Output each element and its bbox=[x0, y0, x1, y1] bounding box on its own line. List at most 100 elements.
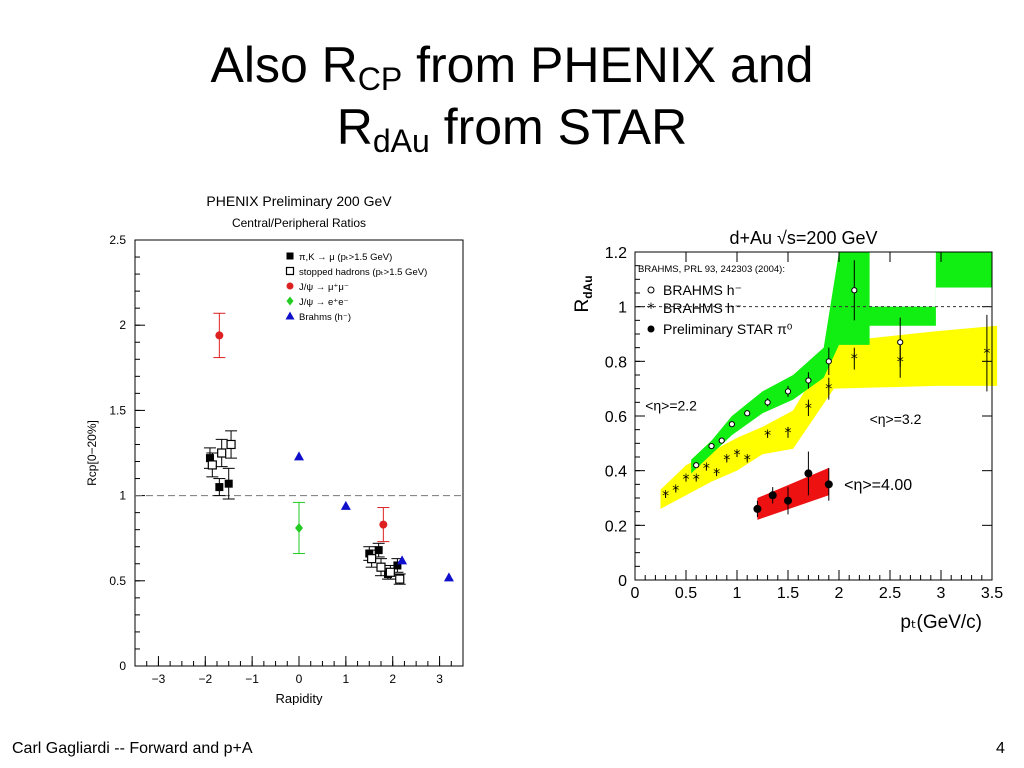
data-point bbox=[207, 460, 217, 470]
x-tick-label: 0 bbox=[631, 585, 640, 602]
data-point bbox=[805, 377, 812, 384]
y-tick-label: 0.4 bbox=[605, 464, 627, 481]
data-point: * bbox=[744, 453, 751, 469]
x-tick-label: 1.5 bbox=[777, 585, 799, 602]
data-point: * bbox=[703, 461, 710, 477]
data-point bbox=[443, 572, 454, 582]
data-point: * bbox=[825, 382, 832, 398]
systematic-band-eta4.00 bbox=[757, 467, 829, 520]
legend-marker bbox=[647, 325, 655, 333]
data-point bbox=[365, 549, 374, 558]
legend-header: BRAHMS, PRL 93, 242303 (2004): bbox=[638, 264, 785, 275]
y-tick-label: 2 bbox=[119, 318, 126, 332]
series-2 bbox=[213, 312, 390, 543]
systematic-band-eta2.2 bbox=[691, 252, 936, 474]
legend-label: J/ψ → e⁺e⁻ bbox=[299, 297, 349, 308]
data-point bbox=[385, 567, 395, 577]
y-axis-label-sub: dAu bbox=[581, 275, 595, 298]
data-point bbox=[217, 448, 227, 458]
x-axis-label: Rapidity bbox=[276, 691, 323, 705]
legend-marker bbox=[286, 282, 294, 290]
data-point bbox=[395, 574, 405, 584]
x-tick-label: 1 bbox=[733, 585, 742, 602]
chart-subtitle: Central/Peripheral Ratios bbox=[232, 216, 366, 230]
y-axis-label: RdAu bbox=[572, 275, 595, 312]
systematic-band-eta3.2 bbox=[660, 325, 998, 509]
data-point bbox=[851, 287, 858, 294]
data-point bbox=[784, 388, 792, 395]
data-point bbox=[764, 399, 771, 406]
y-tick-label: 1 bbox=[119, 489, 126, 503]
x-tick-label: 3.5 bbox=[981, 585, 1003, 602]
data-point bbox=[784, 496, 792, 505]
data-point bbox=[367, 554, 377, 564]
series-1 bbox=[206, 430, 406, 585]
annotation: <η>=2.2 bbox=[645, 398, 697, 414]
legend-marker bbox=[286, 252, 294, 260]
data-point bbox=[205, 454, 214, 463]
band-gap bbox=[869, 252, 936, 307]
data-point bbox=[804, 469, 813, 478]
legend-label: π,K → μ (pₜ>1.5 GeV) bbox=[299, 252, 392, 263]
series-4 bbox=[294, 451, 454, 582]
legend-label: stopped hadrons (pₜ>1.5 GeV) bbox=[299, 267, 427, 278]
title-sub: CP bbox=[357, 61, 403, 97]
x-tick-label: 2 bbox=[389, 672, 396, 686]
data-point bbox=[768, 491, 777, 500]
series-0 bbox=[693, 260, 904, 469]
data-point bbox=[295, 522, 303, 533]
data-point bbox=[728, 421, 735, 428]
page-number: 4 bbox=[996, 740, 1005, 757]
slide-title-line2: RdAu from STAR bbox=[0, 99, 1024, 157]
data-point: * bbox=[672, 483, 679, 499]
legend-label: BRAHMS h⁻ bbox=[663, 282, 742, 298]
data-point bbox=[374, 546, 383, 555]
x-tick-label: 0.5 bbox=[675, 585, 697, 602]
y-tick-label: 0.6 bbox=[605, 409, 627, 426]
data-point bbox=[226, 439, 236, 450]
data-point bbox=[693, 462, 700, 469]
data-point bbox=[340, 500, 351, 510]
data-point: * bbox=[764, 428, 771, 444]
phenix-rcp-chart: PHENIX Preliminary 200 GeV Central/Periph… bbox=[85, 193, 464, 705]
y-tick-label: 2.5 bbox=[109, 233, 126, 247]
x-tick-label: −1 bbox=[245, 672, 259, 686]
x-tick-label: −3 bbox=[152, 672, 166, 686]
systematic-band-eta2.2-top bbox=[935, 252, 992, 288]
y-tick-label: 1.5 bbox=[109, 403, 126, 417]
data-point bbox=[393, 561, 402, 570]
data-point bbox=[824, 480, 833, 489]
series-2 bbox=[753, 451, 833, 518]
data-point bbox=[376, 562, 386, 572]
y-tick-label: 0.2 bbox=[605, 518, 627, 535]
y-tick-label: 0.5 bbox=[109, 574, 126, 588]
chart-title: d+Au √s=200 GeV bbox=[730, 228, 878, 248]
legend-marker bbox=[286, 296, 294, 306]
data-point bbox=[397, 555, 408, 565]
annotation: <η>=4.00 bbox=[844, 477, 912, 494]
data-point bbox=[379, 520, 388, 529]
legend-label: Brahms (h⁻) bbox=[299, 312, 351, 323]
title-post: from STAR bbox=[429, 99, 688, 155]
title-pre: Also R bbox=[210, 37, 358, 93]
chart-title: PHENIX Preliminary 200 GeV bbox=[206, 193, 392, 209]
x-tick-label: −2 bbox=[198, 672, 212, 686]
title-sub: dAu bbox=[372, 123, 430, 159]
legend-label: Preliminary STAR π⁰ bbox=[663, 321, 793, 337]
x-tick-label: 0 bbox=[296, 672, 303, 686]
data-point bbox=[753, 504, 762, 513]
data-point bbox=[897, 339, 904, 346]
x-tick-label: 2.5 bbox=[879, 585, 901, 602]
legend-marker bbox=[285, 311, 295, 320]
data-point bbox=[224, 479, 233, 488]
legend-label: J/ψ → μ⁺μ⁻ bbox=[299, 282, 349, 293]
data-point bbox=[215, 483, 224, 492]
legend: BRAHMS, PRL 93, 242303 (2004): BRAHMS h⁻ *… bbox=[638, 264, 793, 337]
data-point: * bbox=[983, 346, 990, 362]
footer-author: Carl Gagliardi -- Forward and p+A bbox=[12, 740, 253, 757]
data-point: * bbox=[723, 453, 730, 469]
legend-label: BRAHMS h⁻ bbox=[663, 300, 742, 316]
data-point bbox=[294, 451, 304, 461]
data-point: * bbox=[713, 466, 720, 482]
y-tick-label: 1.2 bbox=[605, 245, 627, 262]
